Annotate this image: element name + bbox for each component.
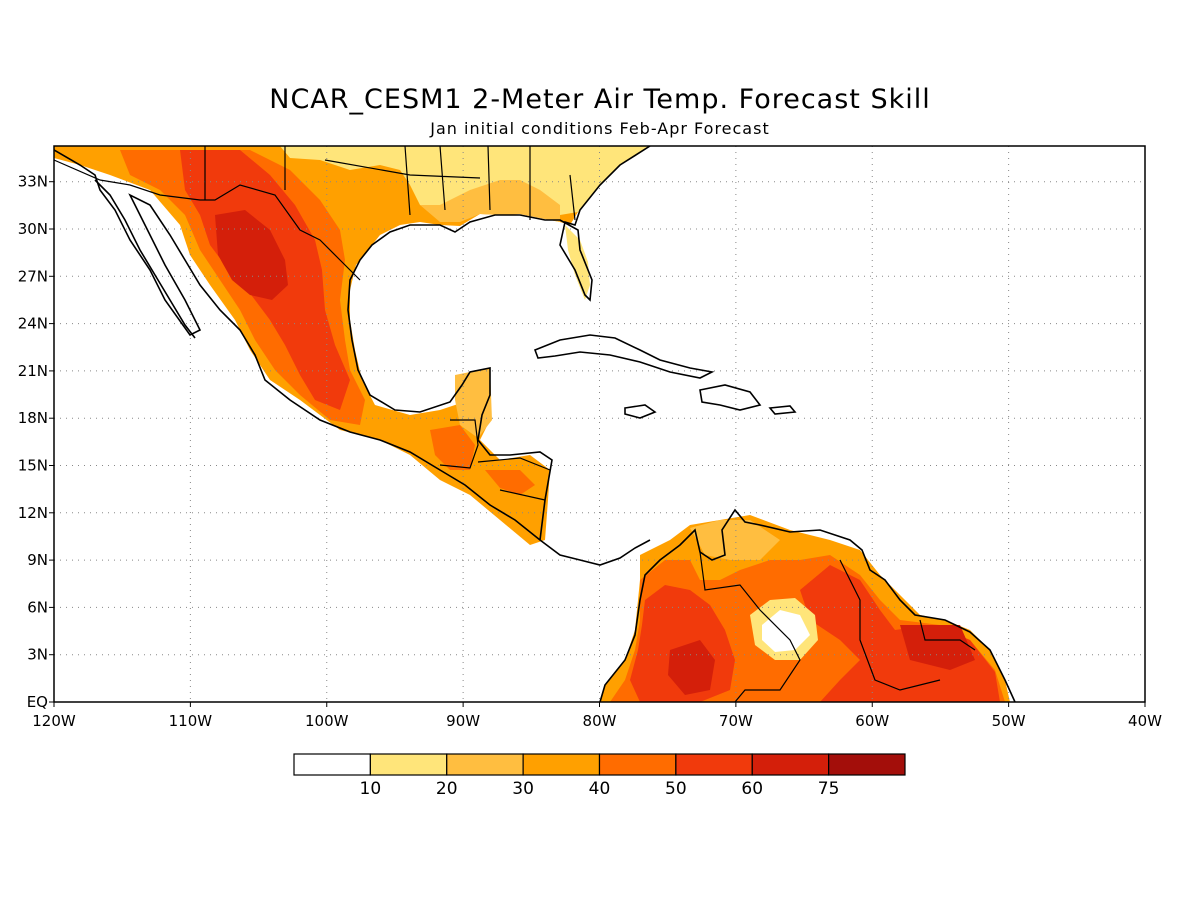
region-us-light <box>280 146 650 215</box>
lat-tick-label: 9N <box>27 551 48 569</box>
colorbar-label: 50 <box>665 779 687 799</box>
coastline-jamaica <box>624 404 657 419</box>
lon-tick-label: 70W <box>719 712 753 730</box>
lat-tick-label: 18N <box>18 409 48 427</box>
colorbar-swatch <box>293 753 371 776</box>
colorbar-label: 30 <box>512 779 534 799</box>
coastline-hispaniola <box>699 384 762 411</box>
lat-tick-label: EQ <box>27 693 48 711</box>
colorbar-swatch <box>751 753 830 776</box>
border-south-america <box>699 551 976 702</box>
region-honduras <box>485 470 535 495</box>
region-sa-darkred-east <box>900 625 975 670</box>
lon-tick-label: 90W <box>446 712 480 730</box>
colorbar-label: 10 <box>360 779 382 799</box>
colorbar-swatch <box>369 753 448 776</box>
coastline-puerto-rico <box>768 405 797 415</box>
coastline-baja <box>94 179 196 339</box>
colorbar-label: 60 <box>741 779 763 799</box>
lat-tick-label: 27N <box>18 267 48 285</box>
lon-tick-label: 40W <box>1128 712 1162 730</box>
lon-tick-label: 110W <box>169 712 213 730</box>
lat-tick-label: 15N <box>18 457 48 475</box>
coastline-gulf <box>347 146 651 541</box>
colorbar-swatch <box>446 753 524 776</box>
region-florida <box>565 225 590 300</box>
region-sa-yellow <box>690 520 780 560</box>
region-guatemala <box>430 425 475 470</box>
border-us-states <box>204 146 576 221</box>
map-title: NCAR_CESM1 2-Meter Air Temp. Forecast Sk… <box>269 84 931 115</box>
border-central-america <box>439 419 551 501</box>
colorbar-label: 40 <box>589 779 611 799</box>
lon-tick-label: 80W <box>583 712 617 730</box>
longitude-axis: 120W 110W 100W 90W 80W 70W 60W 50W 40W <box>32 702 1162 730</box>
latitude-axis: 33N 30N 27N 24N 21N 18N 15N 12N 9N 6N 3N EQ <box>18 173 54 711</box>
lat-tick-label: 12N <box>18 504 48 522</box>
colorbar-label: 75 <box>818 779 840 799</box>
coastline-cuba <box>533 334 715 379</box>
colorbar-label: 20 <box>436 779 458 799</box>
coastline-north-america <box>54 149 651 566</box>
border-us-mexico <box>54 159 361 281</box>
lon-tick-label: 120W <box>32 712 76 730</box>
lon-tick-label: 60W <box>855 712 889 730</box>
political-borders <box>54 146 976 702</box>
colorbar-swatch <box>598 753 677 776</box>
region-venezuela-blank <box>762 610 810 652</box>
region-mexico-darkred <box>215 210 288 300</box>
lon-tick-label: 50W <box>992 712 1026 730</box>
skill-shading <box>54 146 1010 702</box>
coastline-south-america <box>599 508 1016 702</box>
region-sa-darkred <box>668 640 715 695</box>
coastlines <box>54 146 1016 702</box>
lat-tick-label: 33N <box>18 173 48 191</box>
colorbar: 10 20 30 40 50 60 75 <box>293 753 906 799</box>
colorbar-swatch <box>828 753 906 776</box>
lat-tick-label: 30N <box>18 220 48 238</box>
lat-tick-label: 24N <box>18 315 48 333</box>
lat-tick-label: 6N <box>27 598 48 616</box>
lat-tick-label: 3N <box>27 646 48 664</box>
lon-tick-label: 100W <box>305 712 349 730</box>
lat-tick-label: 21N <box>18 362 48 380</box>
colorbar-swatch <box>675 753 753 776</box>
colorbar-swatch <box>522 753 601 776</box>
map-subtitle: Jan initial conditions Feb-Apr Forecast <box>430 119 770 138</box>
